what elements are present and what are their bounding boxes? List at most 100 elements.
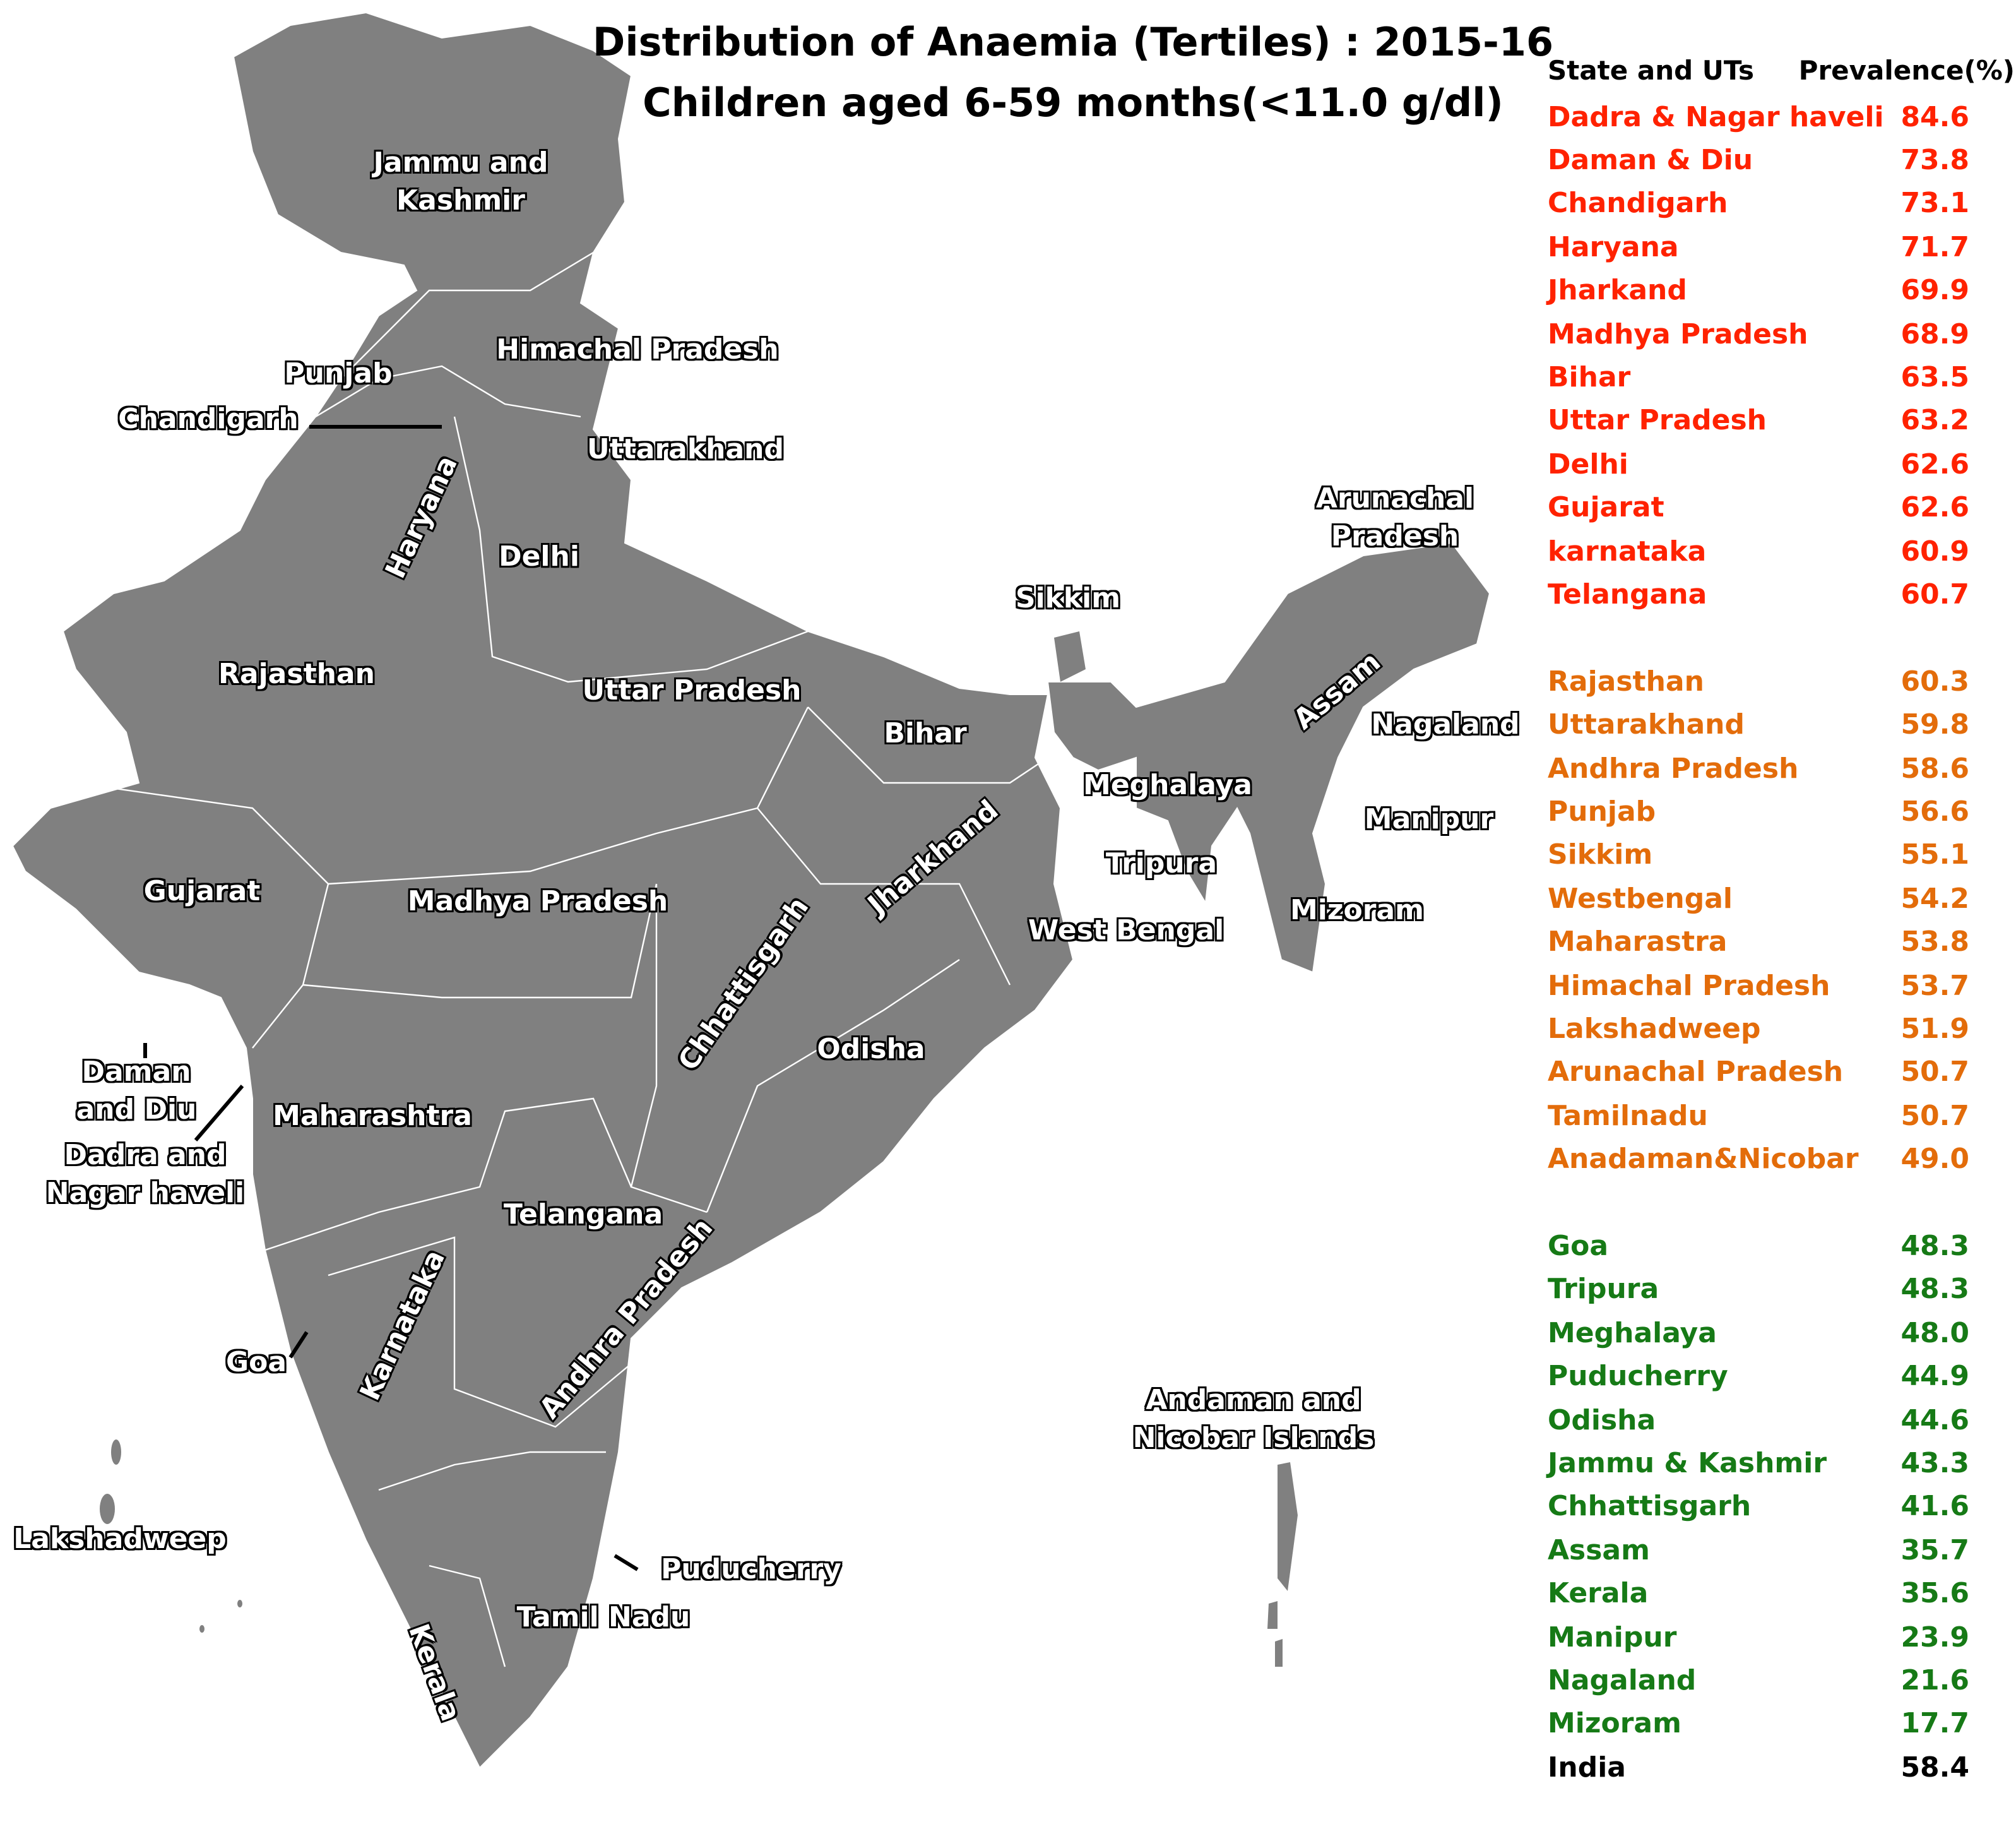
state-name: Westbengal: [1548, 883, 1733, 915]
state-name: Maharastra: [1548, 927, 1728, 959]
prevalence-value: 69.9: [1900, 275, 1969, 307]
prevalence-value: 53.8: [1900, 927, 1969, 959]
prevalence-value: 35.7: [1900, 1535, 1969, 1567]
chart-title: Distribution of Anaemia (Tertiles) : 201…: [592, 20, 1554, 66]
label-tripura: Tripura: [1105, 849, 1218, 880]
legend-row-low: Kerala 35.6: [1548, 1573, 1969, 1616]
prevalence-value: 44.9: [1900, 1361, 1969, 1393]
state-name: Puducherry: [1548, 1361, 1728, 1393]
prevalence-value: 53.7: [1900, 970, 1969, 1002]
state-name: karnataka: [1548, 536, 1707, 568]
header-state: State and UTs: [1548, 56, 1754, 86]
legend-row-low: Nagaland 21.6: [1548, 1660, 1969, 1703]
legend-row-high: Delhi 62.6: [1548, 443, 1969, 486]
legend-row-low: Goa 48.3: [1548, 1225, 1969, 1268]
state-name: Himachal Pradesh: [1548, 970, 1830, 1002]
legend-row-high: Dadra & Nagar haveli 84.6: [1548, 96, 1969, 139]
state-name: Bihar: [1548, 362, 1631, 394]
state-name: Chhattisgarh: [1548, 1491, 1752, 1523]
legend-row-medium: Himachal Pradesh 53.7: [1548, 965, 1969, 1008]
label-line: Arunachal: [1315, 484, 1474, 515]
state-name: Chandigarh: [1548, 188, 1728, 220]
state-name: Gujarat: [1548, 492, 1664, 525]
label-arunachal-pradesh: Arunachal Pradesh: [1316, 481, 1474, 557]
label-line: Pradesh: [1331, 521, 1459, 553]
lakshadweep-islands-shape: [100, 1439, 242, 1633]
label-lakshadweep: Lakshadweep: [13, 1524, 227, 1556]
label-line: Jammu and: [373, 148, 548, 179]
state-name: Andhra Pradesh: [1548, 753, 1799, 785]
legend-row-low: Meghalaya 48.0: [1548, 1312, 1969, 1355]
label-line: Daman: [81, 1057, 191, 1088]
label-puducherry: Puducherry: [661, 1554, 841, 1586]
state-name: Nagaland: [1548, 1665, 1697, 1697]
prevalence-value: 21.6: [1900, 1665, 1969, 1697]
prevalence-value: 23.9: [1900, 1622, 1969, 1653]
legend-row-low: Chhattisgarh 41.6: [1548, 1486, 1969, 1529]
label-nagaland: Nagaland: [1371, 710, 1520, 741]
goa-pointer: [288, 1331, 309, 1359]
label-bihar: Bihar: [884, 718, 967, 750]
label-punjab: Punjab: [284, 359, 393, 390]
prevalence-value: 48.3: [1900, 1230, 1969, 1263]
prevalence-value: 60.3: [1900, 666, 1969, 698]
state-name: Rajasthan: [1548, 666, 1704, 698]
india-mainland-shape: [11, 11, 1074, 1769]
label-jammu-kashmir: Jammu and Kashmir: [374, 145, 548, 221]
label-daman-diu: Daman and Diu: [76, 1054, 197, 1130]
prevalence-value: 55.1: [1900, 840, 1969, 872]
prevalence-value: 48.3: [1900, 1274, 1969, 1306]
label-line: Dadra and: [64, 1140, 227, 1172]
label-dadra-nagar-haveli: Dadra and Nagar haveli: [46, 1138, 244, 1213]
legend-row-high: Jharkand 69.9: [1548, 270, 1969, 313]
prevalence-value: 51.9: [1900, 1013, 1969, 1046]
state-name: Goa: [1548, 1230, 1609, 1263]
legend-row-high: Haryana 71.7: [1548, 226, 1969, 269]
state-name: Odisha: [1548, 1405, 1656, 1436]
prevalence-value: 68.9: [1900, 319, 1969, 350]
prevalence-value: 59.8: [1900, 710, 1969, 742]
legend-row-medium: Punjab 56.6: [1548, 791, 1969, 834]
legend-row-medium: Lakshadweep 51.9: [1548, 1008, 1969, 1051]
legend-row-high: Daman & Diu 73.8: [1548, 140, 1969, 182]
legend-row-india-total: India 58.4: [1548, 1746, 1969, 1789]
label-chandigarh: Chandigarh: [118, 404, 299, 436]
prevalence-value: 58.6: [1900, 753, 1969, 785]
label-line: and Diu: [76, 1095, 197, 1126]
legend-row-medium: Westbengal 54.2: [1548, 878, 1969, 920]
state-name: Kerala: [1548, 1578, 1649, 1611]
state-name: Anadaman&Nicobar: [1548, 1144, 1859, 1176]
state-name: Haryana: [1548, 232, 1679, 264]
legend-row-medium: Sikkim 55.1: [1548, 835, 1969, 878]
prevalence-value: 50.7: [1900, 1100, 1969, 1133]
label-andaman-nicobar: Andaman and Nicobar Islands: [1133, 1383, 1375, 1458]
legend-row-medium: Andhra Pradesh 58.6: [1548, 748, 1969, 790]
state-name: India: [1548, 1752, 1626, 1784]
state-name: Mizoram: [1548, 1708, 1681, 1741]
legend-row-medium: Rajasthan 60.3: [1548, 660, 1969, 703]
legend-row-high: karnataka 60.9: [1548, 530, 1969, 573]
legend-row-medium: Maharastra 53.8: [1548, 921, 1969, 964]
label-madhya-pradesh: Madhya Pradesh: [407, 886, 668, 918]
state-name: Jammu & Kashmir: [1548, 1448, 1827, 1480]
legend-row-high: Chandigarh 73.1: [1548, 183, 1969, 226]
state-name: Sikkim: [1548, 840, 1653, 872]
label-line: Nagar haveli: [45, 1178, 245, 1210]
legend-row-medium: Uttarakhand 59.8: [1548, 704, 1969, 747]
label-line: Kashmir: [396, 186, 525, 217]
label-sikkim: Sikkim: [1015, 583, 1121, 615]
label-telangana: Telangana: [503, 1200, 663, 1231]
legend-row-low: Assam 35.7: [1548, 1529, 1969, 1572]
state-name: Punjab: [1548, 796, 1656, 828]
legend-row-high: Telangana 60.7: [1548, 574, 1969, 617]
prevalence-value: 63.5: [1900, 362, 1969, 394]
state-name: Telangana: [1548, 579, 1707, 611]
label-mizoram: Mizoram: [1290, 895, 1424, 927]
legend-row-high: Madhya Pradesh 68.9: [1548, 313, 1969, 356]
legend-row-medium: Anadaman&Nicobar 49.0: [1548, 1138, 1969, 1181]
dadra-nagar-haveli-pointer: [194, 1085, 244, 1141]
prevalence-value: 58.4: [1900, 1752, 1969, 1784]
state-name: Delhi: [1548, 449, 1628, 481]
legend-row-low: Mizoram 17.7: [1548, 1703, 1969, 1746]
